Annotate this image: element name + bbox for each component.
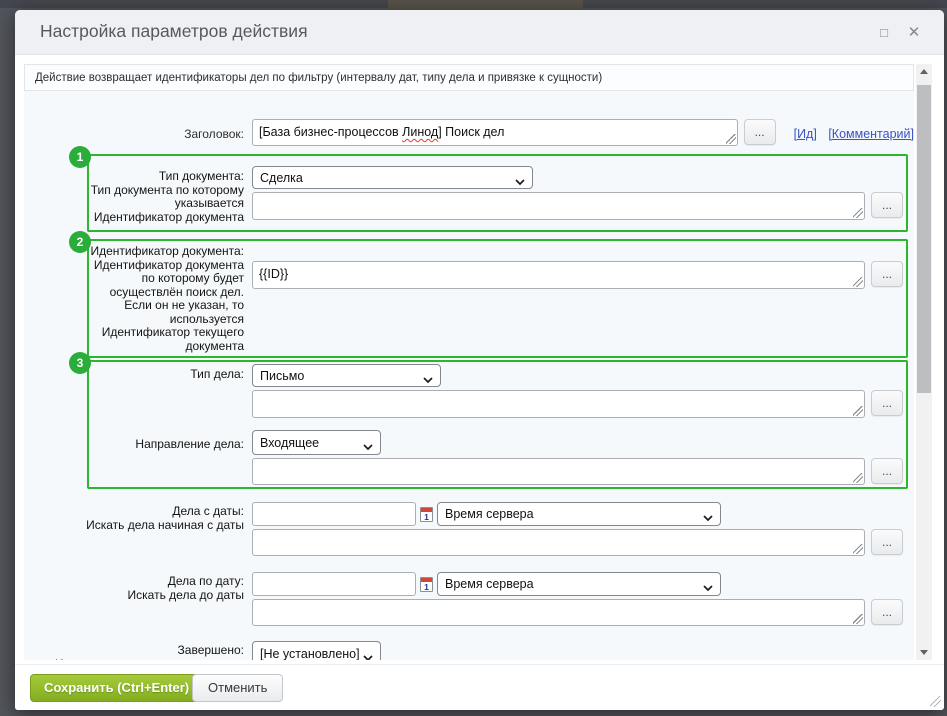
date-from-label: Дела с даты: Искать дела начиная с даты: [24, 502, 252, 556]
case-type-expression-input[interactable]: [252, 390, 865, 418]
document-id-label: Идентификатор документа: Идентификатор д…: [89, 244, 252, 353]
chevron-down-icon: [703, 581, 713, 595]
case-direction-expression-input[interactable]: [252, 458, 865, 485]
group-case-filter: 3 Тип дела: Письмо ...: [69, 352, 908, 489]
resize-grip-icon[interactable]: [853, 208, 863, 218]
background-page-artifact: [388, 0, 583, 9]
title-value-misspelled: Линод: [402, 125, 439, 139]
document-type-label: Тип документа: Тип документа по которому…: [89, 166, 252, 224]
chevron-down-icon: [423, 373, 433, 386]
comment-link[interactable]: [Комментарий]: [828, 127, 914, 141]
chevron-down-icon: [363, 651, 373, 660]
title-value-prefix: [База бизнес-процессов: [259, 125, 403, 139]
close-icon[interactable]: ✕: [907, 24, 921, 41]
date-from-label-desc: Искать дела начиная с даты: [86, 517, 244, 532]
case-direction-label: Направление дела:: [135, 437, 244, 451]
dialog-title: Настройка параметров действия: [40, 21, 308, 41]
case-direction-more-button[interactable]: ...: [871, 458, 903, 484]
completed-row: Завершено: Искать только завершенные дел…: [24, 641, 914, 660]
resize-grip-icon[interactable]: [853, 473, 863, 483]
title-label: Заголовок:: [184, 127, 244, 141]
calendar-icon[interactable]: 1: [420, 576, 433, 592]
document-type-label-desc: Тип документа по которому указывается Ид…: [90, 182, 244, 224]
case-direction-select[interactable]: Входящее: [252, 430, 381, 455]
case-type-label: Тип дела:: [190, 367, 244, 381]
vertical-scrollbar[interactable]: [916, 64, 932, 660]
document-type-select[interactable]: Сделка: [252, 166, 533, 189]
title-value-suffix: ] Поиск дел: [438, 125, 505, 139]
cancel-button[interactable]: Отменить: [192, 674, 284, 702]
action-settings-dialog: Настройка параметров действия □ ✕ Действ…: [15, 10, 944, 710]
document-id-label-title: Идентификатор документа:: [90, 244, 244, 258]
chevron-down-icon: [515, 175, 525, 188]
date-to-input[interactable]: [252, 572, 416, 596]
document-type-expression-input[interactable]: [252, 192, 865, 220]
calendar-icon[interactable]: 1: [420, 506, 433, 522]
resize-grip-icon[interactable]: [853, 406, 863, 416]
group-document-type: 1 Тип документа: Тип документа по которо…: [69, 146, 908, 232]
chevron-down-icon: [363, 440, 373, 454]
date-to-label: Дела по дату: Искать дела до даты: [24, 572, 252, 626]
document-id-value: {{ID}}: [259, 267, 289, 281]
document-id-more-button[interactable]: ...: [871, 261, 903, 287]
completed-label-desc: Искать только завершенные дела: [24, 657, 244, 660]
action-description: Действие возвращает идентификаторы дел п…: [24, 64, 914, 91]
resize-grip-icon[interactable]: [853, 614, 863, 624]
document-type-label-title: Тип документа:: [158, 169, 244, 183]
title-links: [Ид] [Комментарий]: [786, 119, 914, 141]
form-scroll-area: Действие возвращает идентификаторы дел п…: [24, 64, 914, 660]
date-from-timezone-select[interactable]: Время сервера: [437, 502, 721, 526]
save-button[interactable]: Сохранить (Ctrl+Enter): [30, 674, 204, 702]
date-to-timezone-value: Время сервера: [445, 577, 534, 591]
scroll-down-icon[interactable]: [916, 644, 932, 660]
date-from-row: Дела с даты: Искать дела начиная с даты …: [24, 502, 914, 556]
case-type-select-value: Письмо: [260, 369, 305, 383]
completed-label: Завершено: Искать только завершенные дел…: [24, 641, 252, 660]
title-more-button[interactable]: ...: [743, 119, 776, 145]
date-from-input[interactable]: [252, 502, 416, 526]
step-1-badge: 1: [69, 146, 91, 168]
scrollbar-thumb[interactable]: [917, 85, 931, 393]
scroll-up-icon[interactable]: [916, 64, 932, 80]
dialog-resize-grip[interactable]: [930, 696, 941, 707]
dialog-footer: Сохранить (Ctrl+Enter) Отменить: [15, 664, 944, 710]
completed-label-title: Завершено:: [177, 643, 244, 657]
maximize-icon[interactable]: □: [880, 25, 888, 40]
document-type-more-button[interactable]: ...: [871, 192, 903, 218]
title-row: Заголовок: [База бизнес-процессов Линод]…: [24, 119, 914, 146]
date-to-timezone-select[interactable]: Время сервера: [437, 572, 721, 596]
case-type-more-button[interactable]: ...: [871, 390, 903, 416]
date-to-row: Дела по дату: Искать дела до даты 1 Врем…: [24, 572, 914, 626]
step-2-badge: 2: [69, 231, 91, 253]
date-to-expression-input[interactable]: [252, 599, 865, 626]
case-type-select[interactable]: Письмо: [252, 364, 441, 387]
completed-select-value: [Не установлено]: [260, 647, 360, 660]
id-link[interactable]: [Ид]: [793, 127, 817, 141]
step-3-badge: 3: [69, 352, 91, 374]
group-document-id: 2 Идентификатор документа: Идентификатор…: [69, 231, 908, 358]
document-id-label-desc: Идентификатор документа по которому буде…: [93, 257, 244, 353]
date-to-label-desc: Искать дела до даты: [127, 587, 244, 602]
date-to-label-title: Дела по дату:: [167, 574, 244, 588]
date-to-more-button[interactable]: ...: [871, 599, 903, 625]
resize-grip-icon[interactable]: [853, 544, 863, 554]
completed-select[interactable]: [Не установлено]: [252, 641, 381, 660]
chevron-down-icon: [703, 511, 713, 525]
date-from-timezone-value: Время сервера: [445, 507, 534, 521]
date-from-expression-input[interactable]: [252, 529, 865, 556]
case-direction-select-value: Входящее: [260, 436, 320, 450]
resize-grip-icon[interactable]: [725, 134, 736, 144]
resize-grip-icon[interactable]: [853, 277, 863, 287]
date-from-more-button[interactable]: ...: [871, 529, 903, 555]
dialog-titlebar: Настройка параметров действия □ ✕: [15, 10, 944, 55]
document-type-select-value: Сделка: [260, 171, 303, 185]
title-input[interactable]: [База бизнес-процессов Линод] Поиск дел: [252, 119, 738, 146]
date-from-label-title: Дела с даты:: [172, 504, 244, 518]
document-id-input[interactable]: {{ID}}: [252, 261, 865, 289]
